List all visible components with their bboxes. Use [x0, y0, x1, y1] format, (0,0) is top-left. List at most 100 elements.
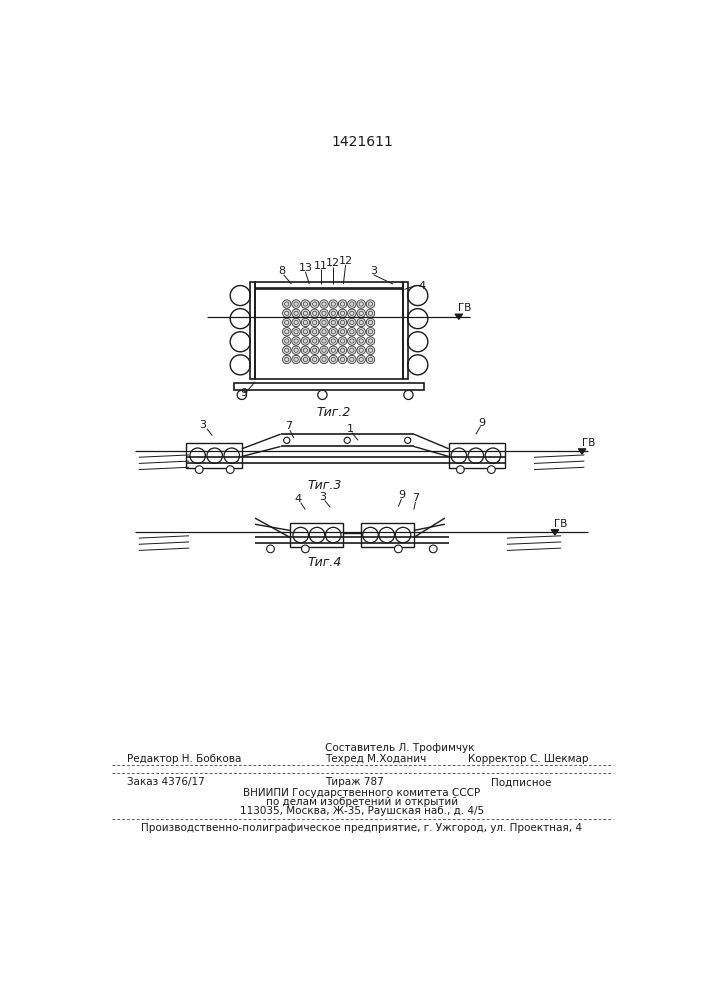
Text: 9: 9: [479, 418, 486, 428]
Circle shape: [357, 300, 366, 308]
Circle shape: [325, 527, 341, 543]
Circle shape: [404, 437, 411, 443]
Circle shape: [284, 437, 290, 443]
Circle shape: [283, 346, 291, 354]
Circle shape: [357, 346, 366, 354]
Text: 4: 4: [295, 494, 302, 504]
Circle shape: [457, 466, 464, 473]
Circle shape: [322, 357, 326, 362]
Circle shape: [320, 318, 328, 327]
Circle shape: [285, 330, 289, 334]
Circle shape: [294, 311, 298, 315]
Circle shape: [350, 348, 354, 352]
Text: Подписное: Подписное: [491, 777, 551, 787]
Circle shape: [320, 309, 328, 318]
Circle shape: [339, 300, 347, 308]
Circle shape: [341, 357, 345, 362]
Circle shape: [322, 339, 326, 343]
Circle shape: [366, 337, 375, 345]
Circle shape: [320, 300, 328, 308]
Text: 13: 13: [298, 263, 312, 273]
Circle shape: [329, 309, 337, 318]
Circle shape: [320, 346, 328, 354]
Circle shape: [395, 545, 402, 553]
Circle shape: [303, 311, 308, 315]
Circle shape: [366, 309, 375, 318]
Circle shape: [366, 346, 375, 354]
Circle shape: [322, 320, 326, 325]
Text: 7: 7: [285, 421, 292, 431]
Circle shape: [285, 302, 289, 306]
Circle shape: [317, 390, 327, 400]
Circle shape: [339, 318, 347, 327]
Circle shape: [488, 466, 495, 473]
Circle shape: [294, 357, 298, 362]
Circle shape: [366, 328, 375, 336]
Circle shape: [348, 328, 356, 336]
Polygon shape: [455, 314, 462, 319]
Text: ВНИИПИ Государственного комитета СССР: ВНИИПИ Государственного комитета СССР: [243, 788, 481, 798]
Circle shape: [285, 348, 289, 352]
Circle shape: [350, 357, 354, 362]
Circle shape: [359, 311, 363, 315]
Circle shape: [366, 355, 375, 364]
Bar: [255, 282, 403, 289]
Text: 9: 9: [399, 490, 406, 500]
Circle shape: [294, 339, 298, 343]
Circle shape: [292, 309, 300, 318]
Circle shape: [348, 318, 356, 327]
Circle shape: [344, 437, 351, 443]
Circle shape: [190, 448, 206, 463]
Circle shape: [329, 355, 337, 364]
Circle shape: [368, 348, 373, 352]
Circle shape: [294, 348, 298, 352]
Circle shape: [366, 300, 375, 308]
Circle shape: [350, 311, 354, 315]
Text: ГВ: ГВ: [458, 303, 472, 313]
Bar: [255, 288, 403, 379]
Circle shape: [303, 302, 308, 306]
Circle shape: [322, 348, 326, 352]
Circle shape: [348, 300, 356, 308]
Circle shape: [301, 328, 310, 336]
Circle shape: [357, 328, 366, 336]
Text: по делам изобретений и открытий: по делам изобретений и открытий: [266, 797, 458, 807]
Text: Производственно-полиграфическое предприятие, г. Ужгород, ул. Проектная, 4: Производственно-полиграфическое предприя…: [141, 823, 583, 833]
Circle shape: [310, 300, 319, 308]
Circle shape: [320, 337, 328, 345]
Circle shape: [283, 300, 291, 308]
Circle shape: [301, 355, 310, 364]
Circle shape: [339, 346, 347, 354]
Bar: [403, 282, 409, 379]
Circle shape: [331, 357, 335, 362]
Circle shape: [348, 346, 356, 354]
Circle shape: [310, 318, 319, 327]
Text: 7: 7: [412, 493, 419, 503]
Circle shape: [322, 330, 326, 334]
Circle shape: [339, 309, 347, 318]
Text: 1: 1: [347, 424, 354, 434]
Circle shape: [224, 448, 240, 463]
Circle shape: [312, 339, 317, 343]
Text: 12: 12: [339, 256, 353, 266]
Polygon shape: [578, 449, 586, 454]
Circle shape: [350, 320, 354, 325]
Text: Корректор С. Шекмар: Корректор С. Шекмар: [468, 754, 589, 764]
Text: Техред М.Ходанич: Техред М.Ходанич: [325, 754, 426, 764]
Circle shape: [451, 448, 467, 463]
Bar: [250, 282, 255, 379]
Bar: [290, 523, 343, 547]
Circle shape: [303, 320, 308, 325]
Circle shape: [301, 545, 309, 553]
Text: 8: 8: [279, 266, 286, 276]
Circle shape: [310, 309, 319, 318]
Circle shape: [301, 318, 310, 327]
Circle shape: [195, 466, 203, 473]
Circle shape: [359, 357, 363, 362]
Circle shape: [408, 309, 428, 329]
Circle shape: [341, 311, 345, 315]
Circle shape: [329, 346, 337, 354]
Circle shape: [322, 311, 326, 315]
Circle shape: [320, 328, 328, 336]
Circle shape: [350, 302, 354, 306]
